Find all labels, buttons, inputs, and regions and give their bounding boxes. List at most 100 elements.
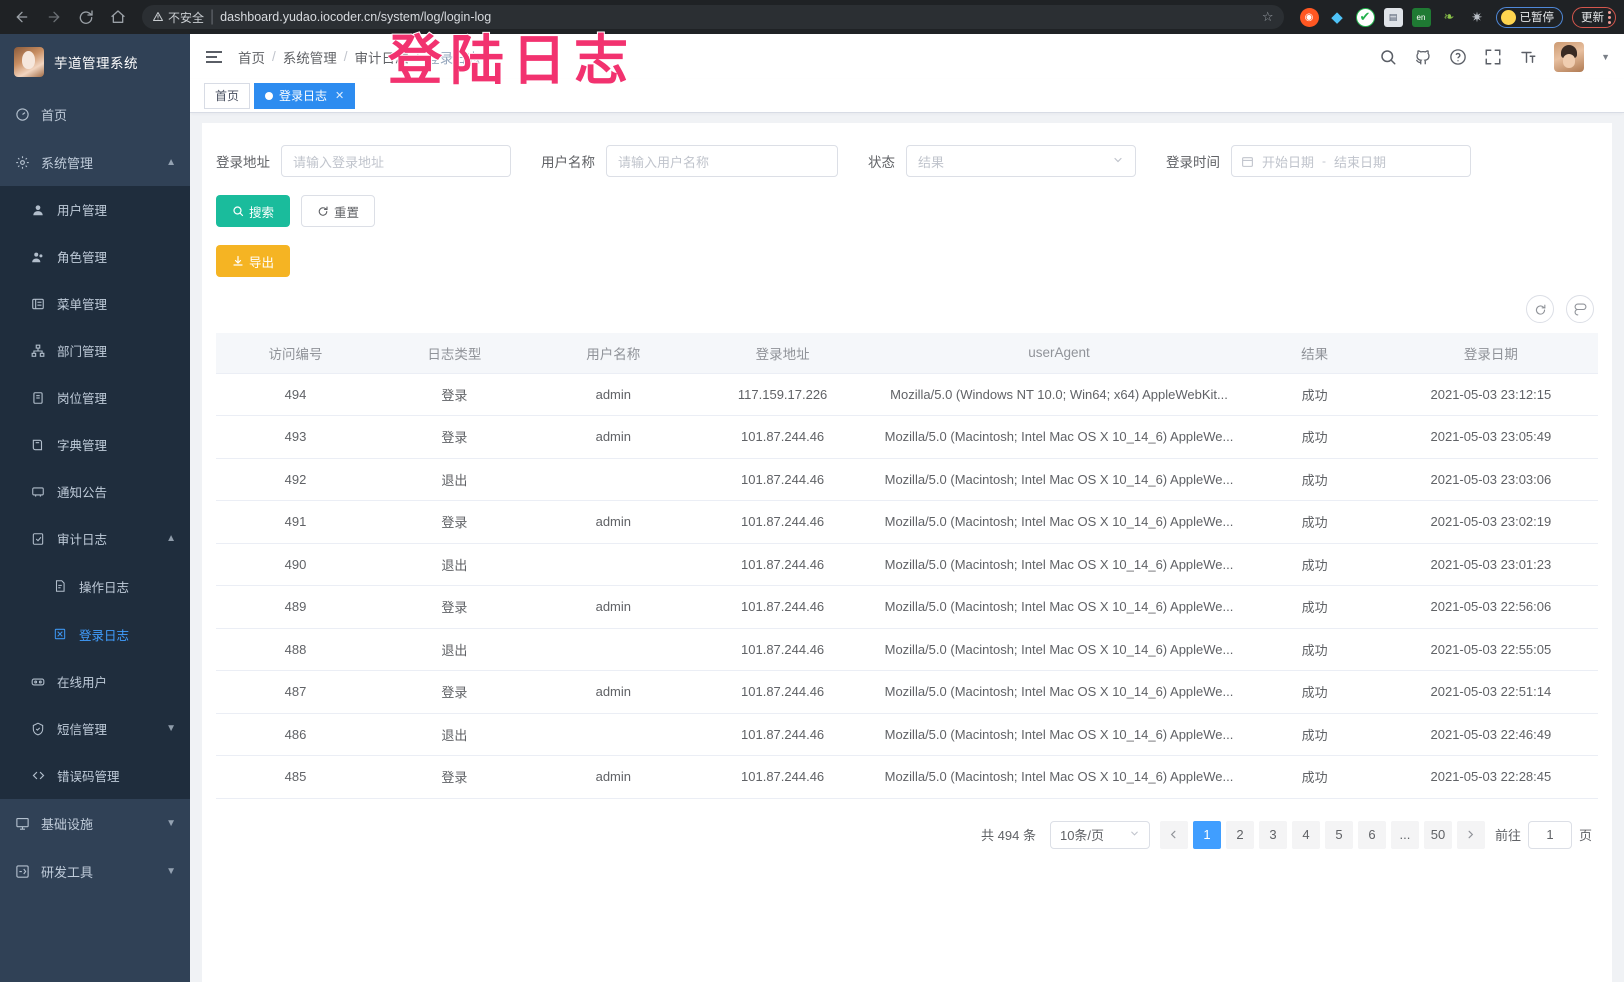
chevron-up-icon: ▲ <box>166 533 176 544</box>
back-arrow-icon[interactable] <box>8 3 36 31</box>
sidebar-item-operation-log[interactable]: 操作日志 <box>0 562 190 610</box>
paused-pill[interactable]: 已暂停 <box>1495 6 1563 28</box>
help-icon[interactable] <box>1449 48 1467 66</box>
next-page-button[interactable] <box>1456 820 1485 849</box>
leaf-extension[interactable]: ❧ <box>1443 9 1455 24</box>
org-tree-icon <box>30 344 46 358</box>
sidebar-item-positions[interactable]: 岗位管理 <box>0 374 190 421</box>
sidebar-item-label: 字典管理 <box>57 439 108 453</box>
font-size-icon[interactable] <box>1519 48 1537 66</box>
prev-page-button[interactable] <box>1159 820 1188 849</box>
update-pill[interactable]: 更新 <box>1572 6 1616 28</box>
search-button[interactable]: 搜索 <box>216 195 291 227</box>
tab-home[interactable]: 首页 <box>204 82 251 109</box>
table-row[interactable]: 485 登录 admin 101.87.244.46 Mozilla/5.0 (… <box>216 755 1598 799</box>
chevron-down-icon[interactable]: ▼ <box>1601 51 1610 62</box>
sidebar-item-system[interactable]: 系统管理 ▲ <box>0 138 190 186</box>
table-toolbar <box>216 295 1598 333</box>
sidebar-item-error-code[interactable]: 错误码管理 <box>0 752 190 799</box>
chevron-down-icon <box>1112 154 1124 169</box>
sidebar-item-dev-tools[interactable]: 研发工具 ▼ <box>0 847 190 895</box>
page-button-4[interactable]: 4 <box>1291 820 1320 849</box>
tab-login-log[interactable]: 登录日志 ✕ <box>254 82 356 109</box>
table-row[interactable]: 490 退出 101.87.244.46 Mozilla/5.0 (Macint… <box>216 543 1598 586</box>
table-row[interactable]: 494 登录 admin 117.159.17.226 Mozilla/5.0 … <box>216 373 1598 416</box>
sidebar-menu: 首页 系统管理 ▲ 用户管理 <box>0 90 190 895</box>
sidebar-logo[interactable]: 芋道管理系统 <box>0 34 190 90</box>
page-button-6[interactable]: 6 <box>1357 820 1386 849</box>
table-row[interactable]: 491 登录 admin 101.87.244.46 Mozilla/5.0 (… <box>216 500 1598 544</box>
login-address-input[interactable]: 请输入登录地址 <box>281 145 511 177</box>
hamburger-icon[interactable] <box>204 47 224 67</box>
blue-diamond-extension[interactable]: ◆ <box>1331 9 1343 26</box>
table-row[interactable]: 492 退出 101.87.244.46 Mozilla/5.0 (Macint… <box>216 458 1598 501</box>
fullscreen-icon[interactable] <box>1484 48 1502 66</box>
sidebar-item-roles[interactable]: 角色管理 <box>0 233 190 280</box>
cell-user <box>533 458 693 501</box>
close-icon[interactable]: ✕ <box>335 90 345 102</box>
page-button-1[interactable]: 1 <box>1192 820 1221 849</box>
login-time-daterange[interactable]: 开始日期 - 结束日期 <box>1231 145 1471 177</box>
column-header-date[interactable]: 登录日期 <box>1383 333 1598 374</box>
page-button-2[interactable]: 2 <box>1225 820 1254 849</box>
status-select[interactable]: 结果 <box>906 145 1136 177</box>
table-row[interactable]: 493 登录 admin 101.87.244.46 Mozilla/5.0 (… <box>216 415 1598 459</box>
note-extension[interactable]: ▤ <box>1383 7 1403 27</box>
sidebar-item-online-users[interactable]: 在线用户 <box>0 658 190 705</box>
sidebar-item-dictionary[interactable]: 字典管理 <box>0 421 190 468</box>
export-button[interactable]: 导出 <box>216 245 291 277</box>
avatar[interactable] <box>1554 41 1585 72</box>
column-header-type[interactable]: 日志类型 <box>374 333 534 374</box>
puzzle-extension[interactable]: ✷ <box>1471 8 1483 25</box>
cell-result: 成功 <box>1245 585 1384 629</box>
reload-icon[interactable] <box>72 3 100 31</box>
column-header-result[interactable]: 结果 <box>1245 333 1384 374</box>
forward-arrow-icon[interactable] <box>40 3 68 31</box>
cell-useragent: Mozilla/5.0 (Macintosh; Intel Mac OS X 1… <box>872 415 1246 459</box>
orange-circle-extension[interactable]: ◉ <box>1299 7 1319 27</box>
sidebar-item-menus[interactable]: 菜单管理 <box>0 280 190 327</box>
page-button-5[interactable]: 5 <box>1324 820 1353 849</box>
sidebar-item-departments[interactable]: 部门管理 <box>0 327 190 374</box>
search-icon[interactable] <box>1379 48 1397 66</box>
columns-icon[interactable] <box>1566 295 1594 323</box>
input-placeholder: 请输入用户名称 <box>618 154 710 170</box>
breadcrumb-item-home[interactable]: 首页 <box>238 50 265 66</box>
table-row[interactable]: 487 登录 admin 101.87.244.46 Mozilla/5.0 (… <box>216 670 1598 714</box>
sidebar-item-login-log[interactable]: 登录日志 <box>0 610 190 658</box>
home-icon[interactable] <box>104 3 132 31</box>
column-header-id[interactable]: 访问编号 <box>216 333 375 374</box>
table-row[interactable]: 489 登录 admin 101.87.244.46 Mozilla/5.0 (… <box>216 585 1598 629</box>
page-button-50[interactable]: 50 <box>1423 820 1452 849</box>
sidebar-item-users[interactable]: 用户管理 <box>0 186 190 233</box>
cell-date: 2021-05-03 22:55:05 <box>1383 628 1598 671</box>
reset-button[interactable]: 重置 <box>301 195 376 227</box>
sidebar-item-home[interactable]: 首页 <box>0 90 190 138</box>
star-icon[interactable]: ☆ <box>1261 9 1274 24</box>
cell-date: 2021-05-03 23:02:19 <box>1383 500 1598 544</box>
breadcrumb-item-system[interactable]: 系统管理 <box>282 50 337 66</box>
kebab-menu-icon[interactable] <box>1608 10 1611 24</box>
page-size-select[interactable]: 10条/页 <box>1049 820 1150 849</box>
sidebar-item-infrastructure[interactable]: 基础设施 ▼ <box>0 799 190 847</box>
sidebar-item-sms[interactable]: 短信管理 ▼ <box>0 705 190 752</box>
breadcrumb-item-audit[interactable]: 审计日志 <box>354 50 409 66</box>
jump-page-input[interactable]: 1 <box>1527 820 1572 849</box>
username-input[interactable]: 请输入用户名称 <box>606 145 838 177</box>
column-header-address[interactable]: 登录地址 <box>692 333 873 374</box>
page-button-3[interactable]: 3 <box>1258 820 1287 849</box>
table-row[interactable]: 486 退出 101.87.244.46 Mozilla/5.0 (Macint… <box>216 713 1598 756</box>
smiley-icon <box>1500 9 1516 25</box>
sidebar-item-audit-log[interactable]: 审计日志 ▲ <box>0 515 190 562</box>
address-bar[interactable]: 不安全 | dashboard.yudao.iocoder.cn/system/… <box>142 5 1284 29</box>
sidebar-item-notices[interactable]: 通知公告 <box>0 468 190 515</box>
refresh-icon[interactable] <box>1526 295 1554 323</box>
github-icon[interactable] <box>1414 48 1432 66</box>
column-header-useragent[interactable]: userAgent <box>872 333 1246 374</box>
sidebar-item-label: 操作日志 <box>79 580 130 595</box>
table-row[interactable]: 488 退出 101.87.244.46 Mozilla/5.0 (Macint… <box>216 628 1598 671</box>
page-ellipsis[interactable]: ... <box>1390 820 1419 849</box>
translate-extension[interactable]: en <box>1411 7 1431 27</box>
green-check-extension[interactable]: ✔ <box>1355 7 1375 27</box>
column-header-user[interactable]: 用户名称 <box>533 333 693 374</box>
